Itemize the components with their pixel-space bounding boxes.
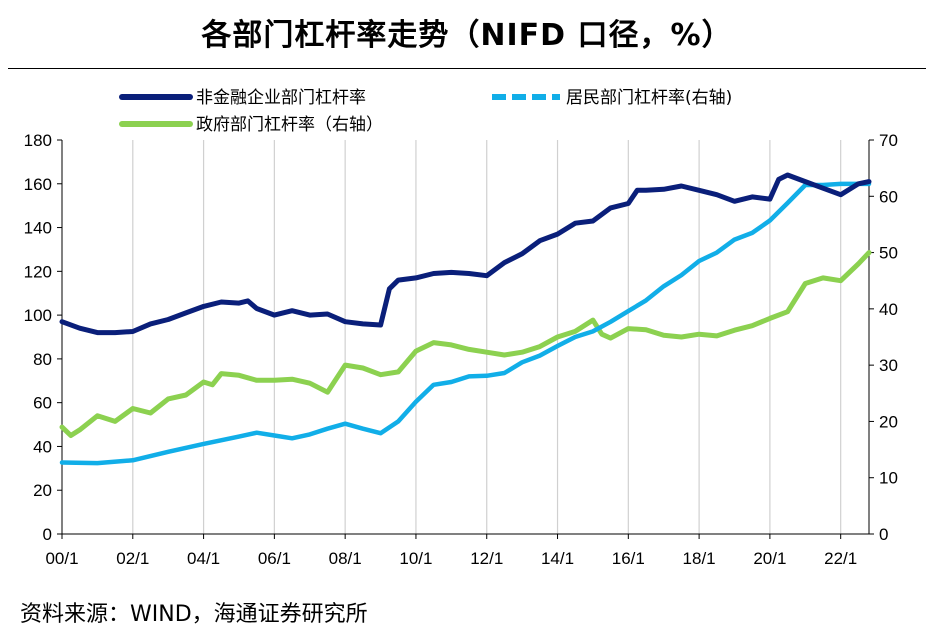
series [59,172,872,466]
x-tick-label: 08/1 [329,549,362,568]
x-tick-label: 04/1 [187,549,220,568]
y-right-tick-label: 50 [879,244,898,263]
y-left-tick-label: 20 [33,481,52,500]
y-left-tick-label: 180 [24,131,52,150]
legend-label: 居民部门杠杆率(右轴) [566,88,732,108]
legend: 非金融企业部门杠杆率 居民部门杠杆率(右轴) 政府部门杠杆率（右轴） [119,88,732,135]
y-left-tick-label: 120 [24,262,52,281]
y-right-tick-label: 60 [879,187,898,206]
x-tick-label: 20/1 [753,549,786,568]
legend-item-nonfinancial: 非金融企业部门杠杆率 [119,88,366,108]
series-line-nonfinancial [59,172,872,336]
y-right-tick-label: 20 [879,412,898,431]
source-note: 资料来源：WIND，海通证券研究所 [20,602,368,627]
y-left-tick-label: 80 [33,350,52,369]
y-left-tick-label: 140 [24,219,52,238]
legend-label: 非金融企业部门杠杆率 [196,88,366,108]
x-tick-label: 00/1 [45,549,78,568]
x-tick-label: 10/1 [399,549,432,568]
y-right-tick-label: 30 [879,356,898,375]
legend-label: 政府部门杠杆率（右轴） [196,115,383,135]
y-left-tick-label: 160 [24,175,52,194]
x-tick-label: 06/1 [258,549,291,568]
y-left-tick-label: 100 [24,306,52,325]
grid [132,140,842,534]
x-tick-label: 18/1 [683,549,716,568]
series-line-government [59,250,872,438]
legend-item-household: 居民部门杠杆率(右轴) [492,88,732,108]
x-tick-label: 16/1 [612,549,645,568]
x-tick-label: 02/1 [116,549,149,568]
axes: 00/1 02/1 04/1 06/1 08/1 10/1 12/1 14/1 16/1 18/1… [24,131,898,568]
x-tick-label: 14/1 [541,549,574,568]
series-line-household [59,181,872,466]
y-left-tick-label: 0 [43,525,52,544]
y-right-tick-label: 70 [879,131,898,150]
title-divider [8,68,926,69]
y-left-tick-label: 60 [33,394,52,413]
y-right-tick-label: 40 [879,300,898,319]
y-right-tick-label: 0 [879,525,888,544]
chart-title: 各部门杠杆率走势（NIFD 口径，%） [201,18,733,53]
x-tick-label: 22/1 [824,549,857,568]
legend-item-government: 政府部门杠杆率（右轴） [119,115,383,135]
y-left-tick-label: 40 [33,437,52,456]
y-right-tick-label: 10 [879,469,898,488]
x-tick-label: 12/1 [470,549,503,568]
